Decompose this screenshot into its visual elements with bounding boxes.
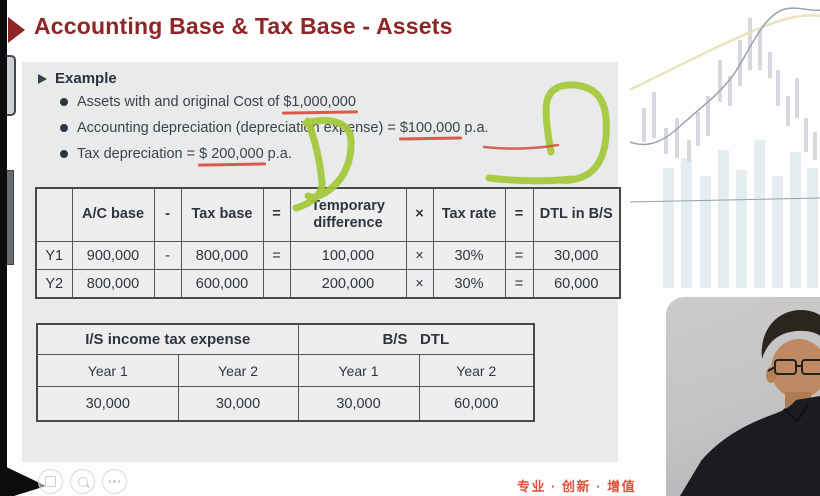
cell: 800,000: [71, 269, 155, 299]
bullet-text: Assets with and original Cost of $1,000,…: [77, 94, 356, 110]
instructor-figure: [680, 310, 820, 496]
cell: Year 1: [297, 354, 420, 387]
header-cell: A/C base: [71, 187, 155, 242]
bullet-dot-icon: [60, 124, 68, 132]
cell: =: [262, 241, 291, 270]
cell: 30,000: [532, 241, 621, 270]
group-header-cell: I/S income tax expense: [36, 323, 299, 355]
cell: ×: [405, 269, 434, 299]
cell: 30,000: [36, 386, 179, 422]
cell: 800,000: [180, 241, 264, 270]
cell: -: [153, 241, 182, 270]
bullet-accounting-depreciation: Accounting depreciation (depreciation ex…: [60, 120, 489, 136]
player-toolbar: [38, 469, 127, 494]
cell: Year 2: [418, 354, 535, 387]
cell: 30,000: [177, 386, 299, 422]
cell: 60,000: [418, 386, 535, 422]
cell: 30%: [432, 241, 506, 270]
year-header-row: Year 1 Year 2 Year 1 Year 2: [36, 354, 535, 387]
brand-slogan: 专业 · 创新 · 增值: [517, 479, 637, 494]
corner-cursor-wedge: [0, 464, 46, 496]
example-label: Example: [55, 70, 117, 87]
zoom-icon[interactable]: [70, 469, 95, 494]
table-row-y2: Y2 800,000 600,000 200,000 × 30% = 60,00…: [35, 269, 621, 299]
cell: 600,000: [180, 269, 264, 299]
tax-expense-summary-table: I/S income tax expense B/S DTL Year 1 Ye…: [36, 323, 536, 422]
more-icon[interactable]: [102, 469, 127, 494]
cell: ×: [405, 241, 434, 270]
header-cell: [35, 187, 73, 242]
bullet-dot-icon: [60, 150, 68, 158]
underlined-value: $ 200,000: [199, 146, 264, 162]
left-edge-bar: [0, 0, 7, 496]
header-cell: -: [153, 187, 182, 242]
cell: [153, 269, 182, 299]
header-cell: =: [262, 187, 291, 242]
group-header-cell: B/S DTL: [297, 323, 535, 355]
bullet-dot-icon: [60, 98, 68, 106]
bullet-tax-depreciation: Tax depreciation = $ 200,000 p.a.: [60, 146, 292, 162]
cell: =: [504, 269, 534, 299]
header-cell: ×: [405, 187, 434, 242]
stock-chart-background: [630, 7, 820, 288]
header-cell: DTL in B/S: [532, 187, 621, 242]
cell: 30,000: [297, 386, 420, 422]
title-arrow-icon: [8, 17, 25, 43]
cell: Year 1: [36, 354, 179, 387]
page-title: Accounting Base & Tax Base - Assets: [34, 13, 453, 39]
bullet-text: Accounting depreciation (depreciation ex…: [77, 120, 489, 136]
header-cell: Tax rate: [432, 187, 506, 242]
group-header-row: I/S income tax expense B/S DTL: [36, 323, 535, 355]
slide-content-panel: Example Assets with and original Cost of…: [22, 62, 621, 462]
dtl-calculation-table: A/C base - Tax base = Temporary differen…: [35, 187, 621, 299]
cell: 900,000: [71, 241, 155, 270]
table-row-y1: Y1 900,000 - 800,000 = 100,000 × 30% = 3…: [35, 241, 621, 270]
header-cell: Tax base: [180, 187, 264, 242]
cell: Y2: [35, 269, 73, 299]
cell: Y1: [35, 241, 73, 270]
bullet-text: Tax depreciation = $ 200,000 p.a.: [77, 146, 292, 162]
instructor-video[interactable]: [666, 297, 820, 496]
cell: [262, 269, 291, 299]
cell: 30%: [432, 269, 506, 299]
values-row: 30,000 30,000 30,000 60,000: [36, 386, 535, 422]
save-icon[interactable]: [38, 469, 63, 494]
cell: 100,000: [289, 241, 407, 270]
chevron-right-icon: [38, 73, 47, 84]
bullet-original-cost: Assets with and original Cost of $1,000,…: [60, 94, 356, 110]
example-heading: Example: [38, 70, 117, 87]
underlined-value: $100,000: [399, 120, 461, 136]
cell: 200,000: [289, 269, 407, 299]
cell: 60,000: [532, 269, 621, 299]
underlined-value: $1,000,000: [283, 94, 356, 110]
header-cell: =: [504, 187, 534, 242]
header-cell: Temporary difference: [289, 187, 407, 242]
cell: =: [504, 241, 534, 270]
table-header-row: A/C base - Tax base = Temporary differen…: [35, 187, 621, 242]
cell: Year 2: [177, 354, 299, 387]
